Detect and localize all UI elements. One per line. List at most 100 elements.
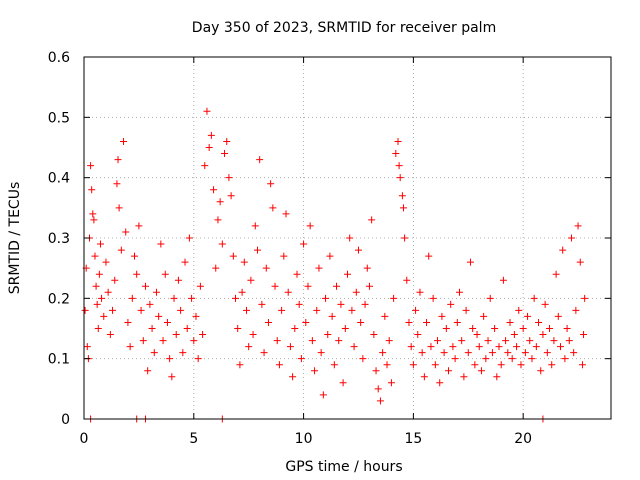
data-point xyxy=(574,222,582,230)
data-point xyxy=(302,318,310,326)
data-point xyxy=(155,312,163,320)
data-point xyxy=(308,337,316,345)
data-point xyxy=(477,367,485,375)
data-point xyxy=(177,306,185,314)
data-point xyxy=(144,367,152,375)
data-point xyxy=(480,312,488,320)
data-point xyxy=(275,361,283,369)
data-point xyxy=(212,264,220,272)
data-point xyxy=(96,240,104,248)
data-point xyxy=(196,282,204,290)
y-axis-label: SRMTID / TECUs xyxy=(7,182,23,295)
data-point xyxy=(482,355,490,363)
y-tick-label: 0 xyxy=(61,412,70,428)
data-point xyxy=(442,325,450,332)
data-point xyxy=(420,373,428,381)
data-point xyxy=(170,294,178,302)
data-point xyxy=(221,150,229,158)
data-point xyxy=(137,306,145,314)
data-point xyxy=(354,246,362,254)
y-tick-label: 0.6 xyxy=(48,50,70,66)
data-point xyxy=(515,306,523,314)
data-point xyxy=(464,349,472,357)
y-tick-label: 0.1 xyxy=(48,352,70,368)
data-point xyxy=(286,343,294,351)
data-point xyxy=(223,137,231,145)
data-point xyxy=(556,343,564,351)
data-point xyxy=(504,349,512,357)
data-point xyxy=(183,325,191,332)
data-point xyxy=(462,306,470,314)
data-point xyxy=(513,343,521,351)
data-point xyxy=(409,361,417,369)
data-point xyxy=(526,337,534,345)
data-point xyxy=(159,337,167,345)
data-point xyxy=(394,137,402,145)
data-point xyxy=(495,343,503,351)
data-point xyxy=(115,204,123,212)
data-point xyxy=(185,234,193,242)
data-point xyxy=(548,361,556,369)
data-point xyxy=(317,349,325,357)
data-point xyxy=(120,137,128,145)
data-point xyxy=(376,397,384,405)
data-point xyxy=(392,150,400,158)
data-point xyxy=(313,306,321,314)
data-point xyxy=(161,270,169,278)
data-point xyxy=(434,337,442,345)
data-point xyxy=(576,258,584,266)
data-point xyxy=(379,349,387,357)
data-point xyxy=(436,379,444,387)
data-point xyxy=(141,282,149,290)
data-point xyxy=(284,288,292,296)
data-point xyxy=(497,361,505,369)
x-tick-label: 20 xyxy=(514,431,532,447)
data-point xyxy=(232,294,240,302)
data-point xyxy=(214,216,222,224)
data-point xyxy=(207,131,215,139)
data-point xyxy=(319,391,327,399)
data-point xyxy=(229,252,237,260)
data-point xyxy=(245,343,253,351)
data-point xyxy=(95,270,103,278)
data-point xyxy=(278,306,286,314)
data-point xyxy=(396,174,404,182)
data-point xyxy=(100,312,108,320)
data-points xyxy=(81,107,589,423)
data-point xyxy=(94,325,102,332)
data-point xyxy=(390,294,398,302)
data-point xyxy=(423,318,431,326)
data-point xyxy=(92,282,100,290)
data-point xyxy=(273,337,281,345)
data-point xyxy=(168,373,176,381)
data-point xyxy=(521,349,529,357)
data-point xyxy=(416,288,424,296)
data-point xyxy=(460,373,468,381)
data-point xyxy=(280,252,288,260)
data-point xyxy=(447,300,455,308)
data-point xyxy=(315,264,323,272)
data-point xyxy=(572,306,580,314)
data-point xyxy=(253,246,261,254)
data-point xyxy=(311,367,319,375)
data-point xyxy=(565,337,573,345)
tick-labels: 0 0.1 0.2 0.3 0.4 0.5 0.6 0 5 10 15 20 xyxy=(48,50,532,447)
data-point xyxy=(449,343,457,351)
data-point xyxy=(179,349,187,357)
data-point xyxy=(117,246,125,254)
data-point xyxy=(324,331,332,339)
data-point xyxy=(581,294,589,302)
data-point xyxy=(341,325,349,332)
data-point xyxy=(368,216,376,224)
data-point xyxy=(291,325,299,332)
data-point xyxy=(181,258,189,266)
data-point xyxy=(403,276,411,284)
x-tick-label: 15 xyxy=(404,431,422,447)
data-point xyxy=(552,270,560,278)
data-point xyxy=(135,222,143,230)
data-point xyxy=(425,252,433,260)
data-point xyxy=(335,337,343,345)
data-point xyxy=(387,379,395,387)
grid-lines xyxy=(84,57,611,419)
data-point xyxy=(218,240,226,248)
